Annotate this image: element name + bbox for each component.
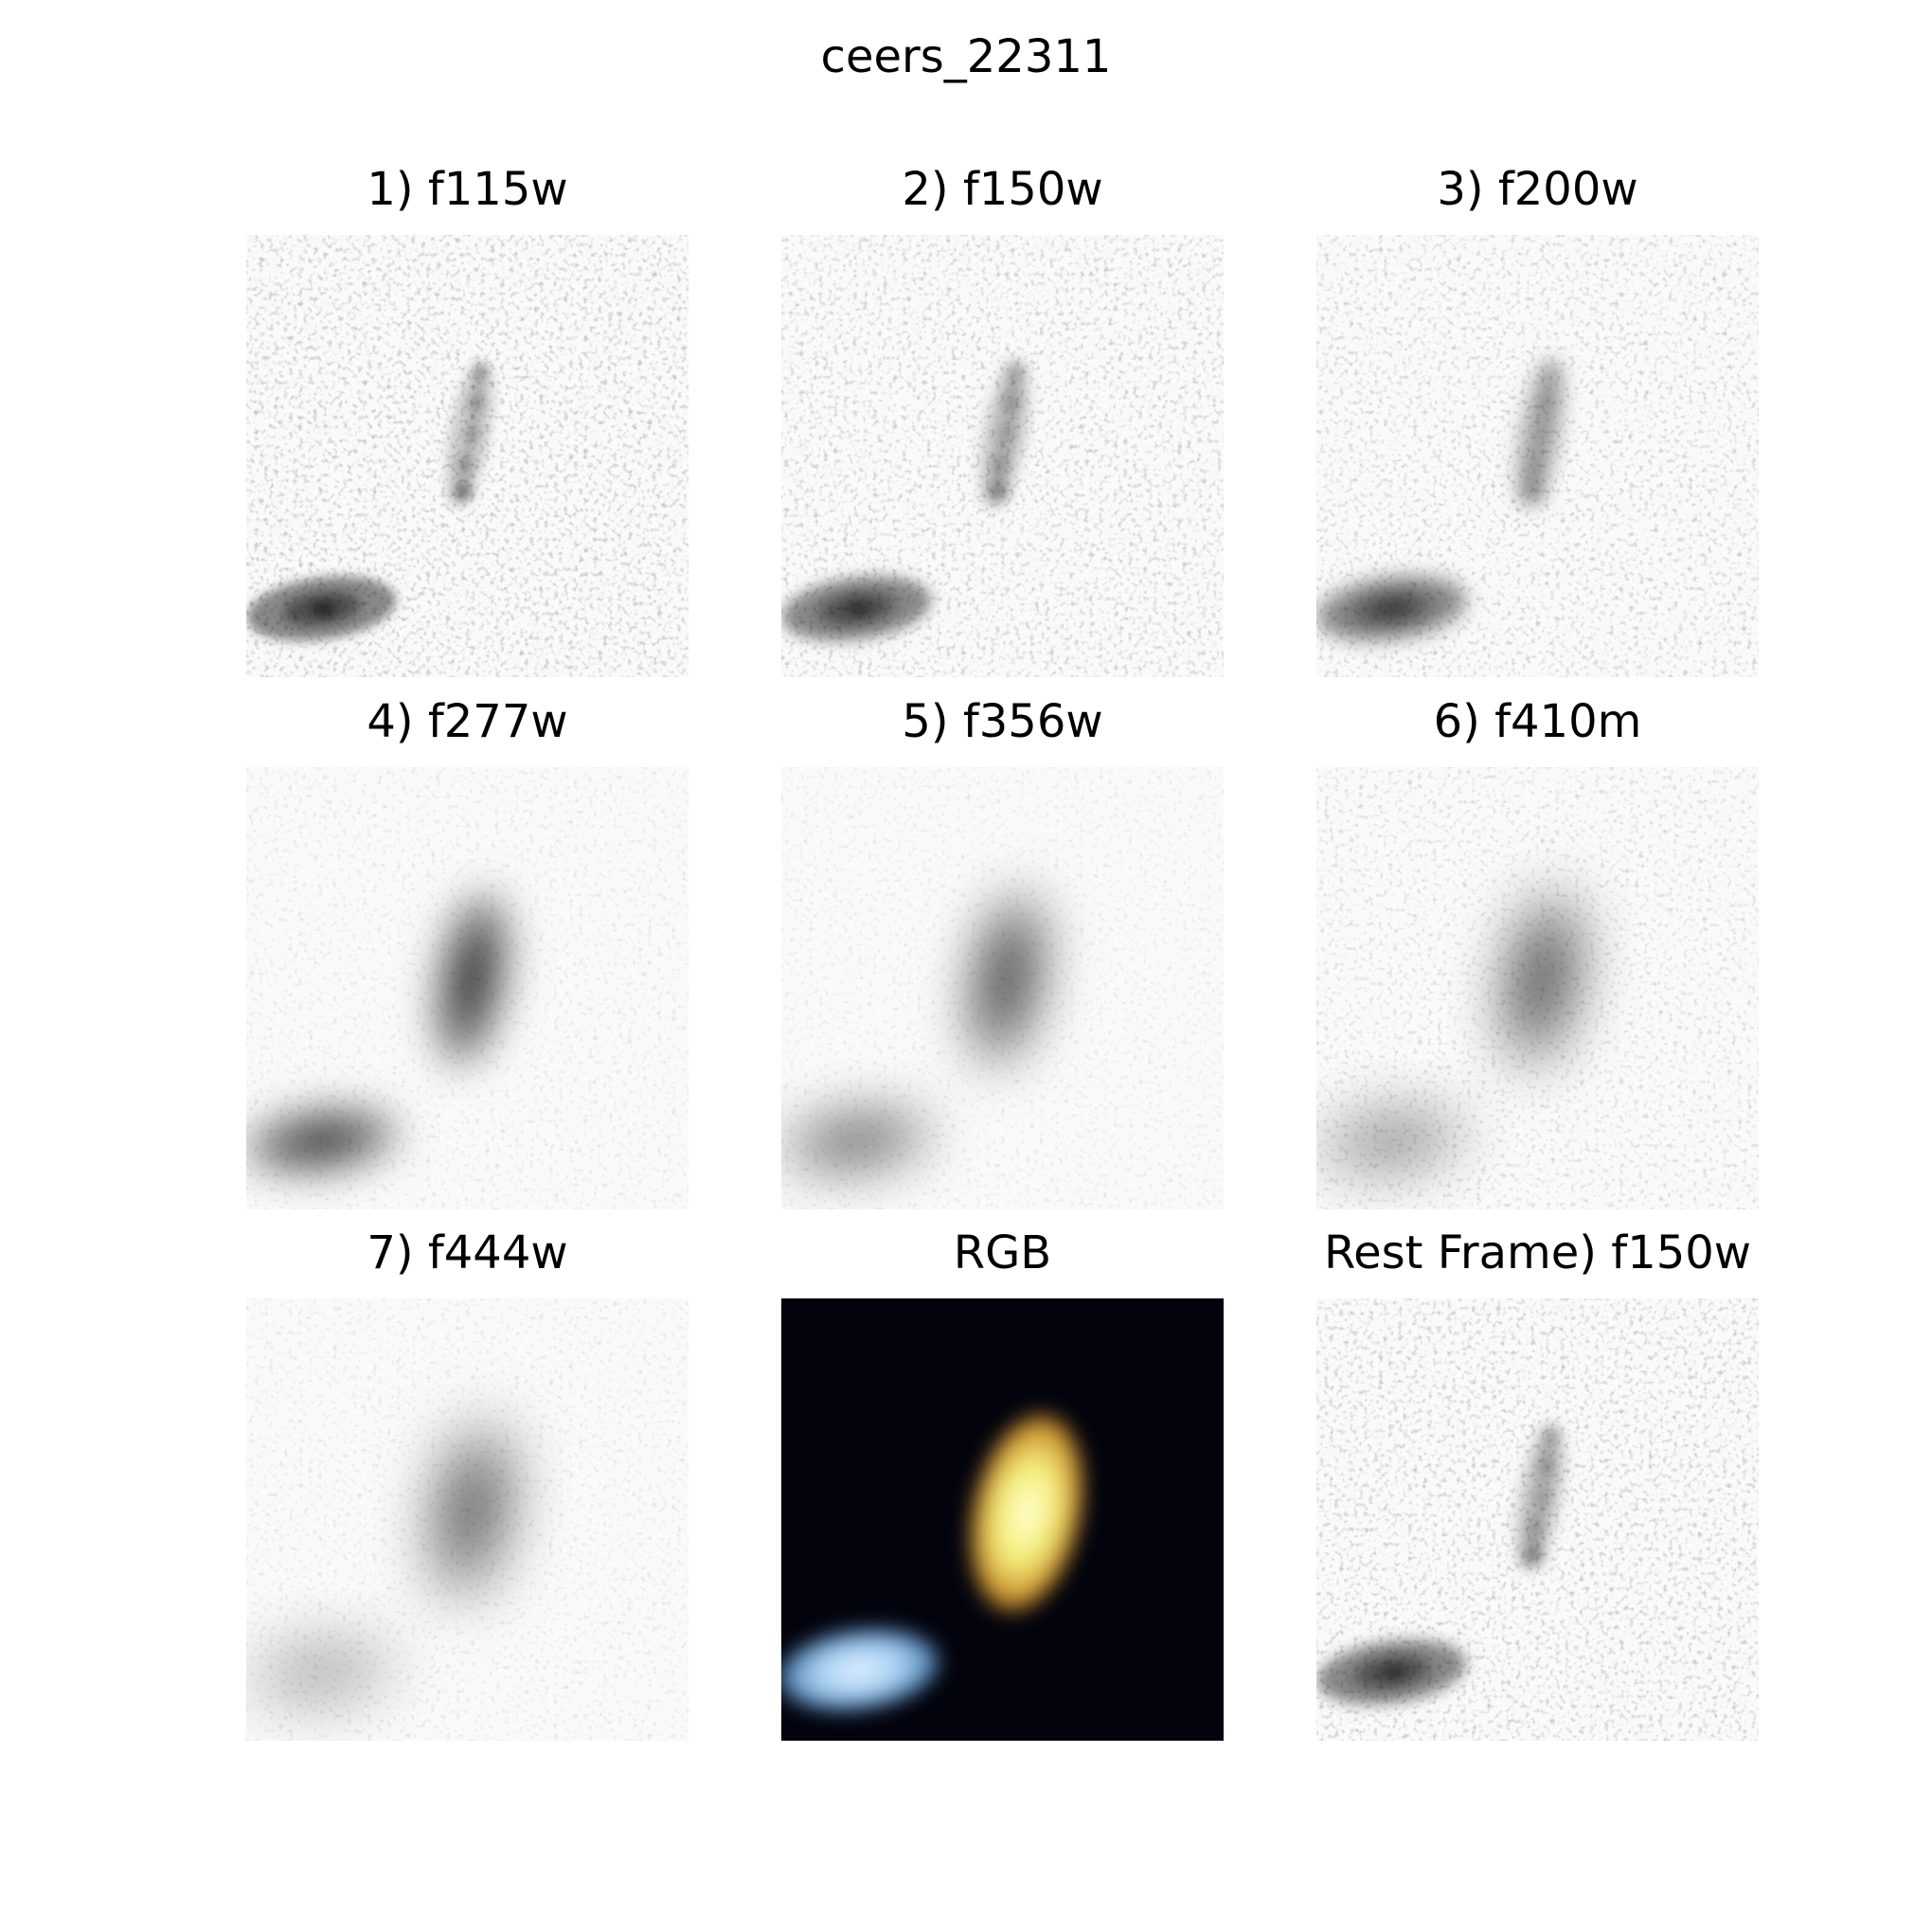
panel-f277w: 4) f277w [246, 695, 689, 1209]
panel-title: 2) f150w [902, 163, 1103, 216]
panel-title: Rest Frame) f150w [1323, 1226, 1752, 1279]
cutout-image [1316, 1298, 1759, 1741]
panel-title: 7) f444w [367, 1226, 568, 1279]
panel-title: 3) f200w [1437, 163, 1638, 216]
rgb-composite-image [781, 1298, 1224, 1741]
panel-f115w: 1) f115w [246, 163, 689, 677]
panel-title: RGB [953, 1226, 1052, 1279]
cutout-image [781, 235, 1224, 677]
cutout-image [246, 767, 689, 1209]
target-galaxy [966, 1408, 1087, 1618]
cutout-image [1316, 767, 1759, 1209]
cutout-image [246, 235, 689, 677]
cutout-image [246, 1298, 689, 1741]
panel-title: 1) f115w [367, 163, 568, 216]
figure-title: ceers_22311 [820, 30, 1112, 83]
panel-rgb: RGB [781, 1226, 1224, 1741]
panel-f410m: 6) f410m [1316, 695, 1759, 1209]
panel-f150w: 2) f150w [781, 163, 1224, 677]
cutout-image [781, 767, 1224, 1209]
panel-title: 4) f277w [367, 695, 568, 748]
cutout-image [1316, 235, 1759, 677]
companion-galaxy [781, 1626, 942, 1713]
panel-title: 5) f356w [902, 695, 1103, 748]
panel-f200w: 3) f200w [1316, 163, 1759, 677]
panel-title: 6) f410m [1433, 695, 1642, 748]
panel-f356w: 5) f356w [781, 695, 1224, 1209]
panel-rest-frame-f150w: Rest Frame) f150w [1316, 1226, 1759, 1741]
panel-f444w: 7) f444w [246, 1226, 689, 1741]
